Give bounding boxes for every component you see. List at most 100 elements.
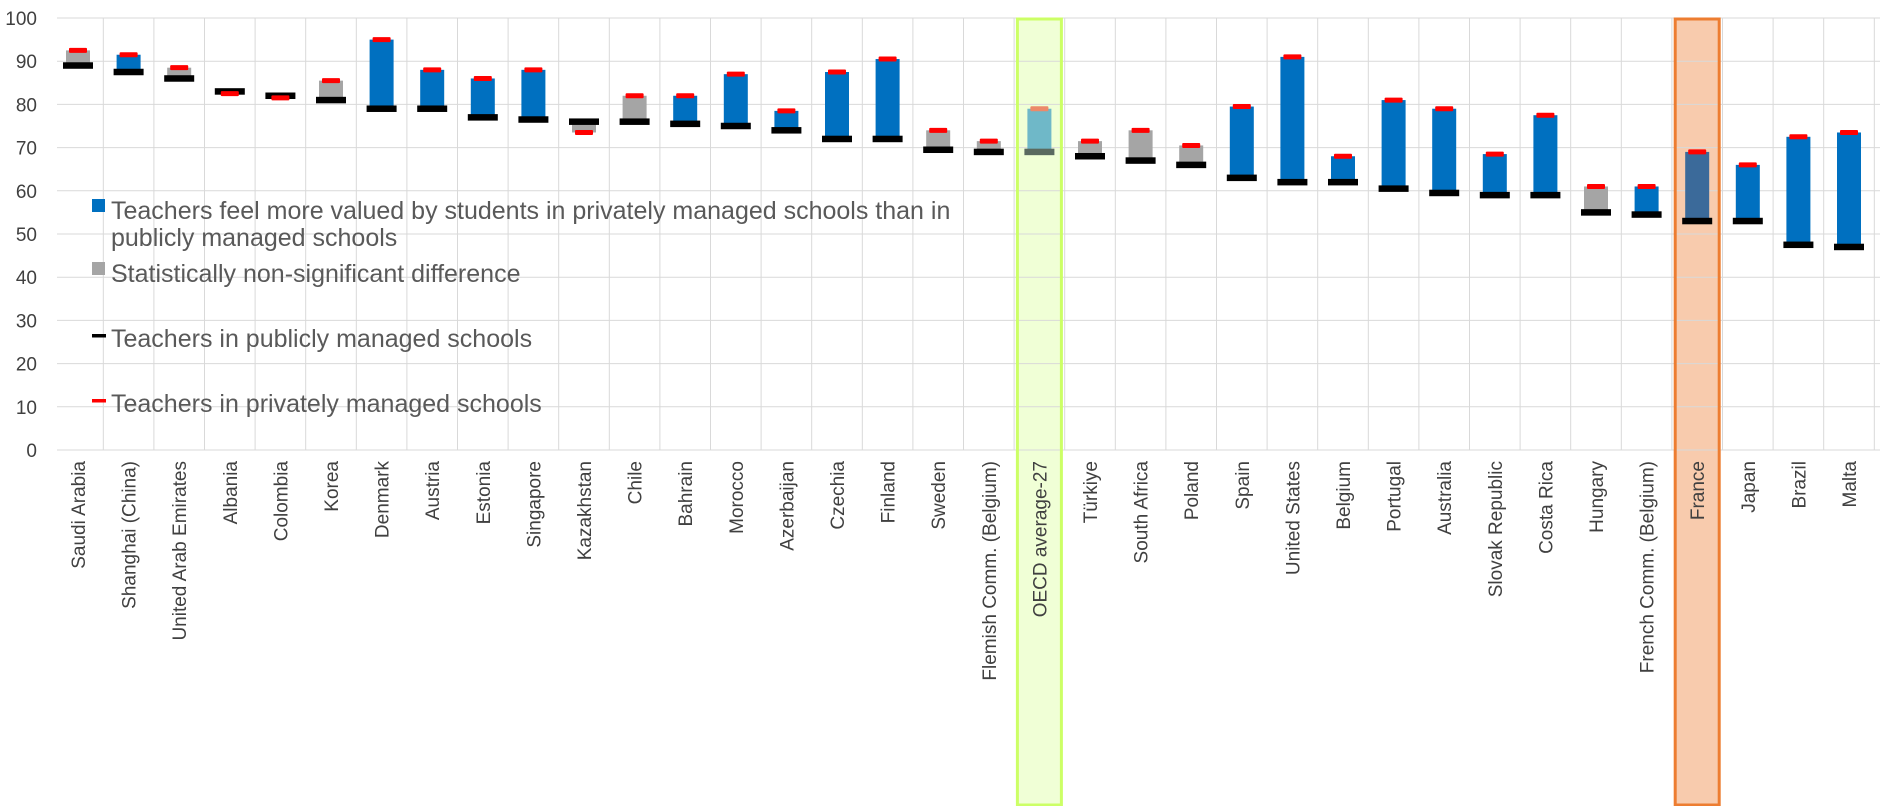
legend-dash-3 [92, 399, 106, 403]
public-marker-0 [63, 62, 93, 69]
public-marker-17 [923, 146, 954, 154]
private-marker-24 [1283, 54, 1302, 60]
bar-9 [521, 69, 546, 120]
public-marker-21 [1125, 157, 1156, 164]
private-marker-12 [676, 93, 695, 99]
public-marker-25 [1328, 178, 1358, 186]
bar-33 [1735, 164, 1760, 222]
bar-23 [1229, 106, 1254, 178]
x-tick-label: Denmark [373, 461, 394, 539]
bar-10 [572, 121, 596, 133]
bar-5 [319, 80, 343, 101]
y-tick-label: 100 [5, 9, 37, 30]
public-marker-32 [1682, 217, 1713, 225]
public-marker-23 [1226, 174, 1257, 182]
private-marker-13 [726, 71, 745, 77]
oecd-highlight-box-border [1015, 17, 1063, 806]
bar-29 [1533, 115, 1558, 196]
private-marker-9 [524, 67, 543, 73]
y-tick-label: 30 [16, 311, 37, 332]
legend: Teachers feel more valued by students in… [92, 197, 950, 418]
private-marker-33 [1738, 162, 1757, 168]
bar-17 [926, 130, 951, 150]
private-marker-18 [979, 138, 998, 144]
x-tick-label: Estonia [474, 461, 495, 525]
public-marker-7 [417, 105, 448, 112]
x-tick-label: France [1688, 461, 1709, 520]
bar-35 [1837, 132, 1861, 247]
x-tick-label: United States [1283, 461, 1304, 575]
private-marker-1 [119, 52, 138, 58]
private-marker-2 [170, 65, 189, 71]
x-tick-label: Shanghai (China) [120, 461, 141, 609]
private-marker-8 [473, 75, 492, 81]
private-marker-26 [1384, 97, 1403, 103]
public-marker-31 [1631, 211, 1662, 218]
public-marker-34 [1783, 241, 1814, 249]
bar-25 [1331, 156, 1355, 183]
private-marker-17 [929, 127, 948, 133]
x-tick-label: Portugal [1385, 461, 1406, 532]
private-marker-7 [423, 67, 442, 73]
y-tick-label: 10 [16, 398, 37, 419]
public-marker-8 [467, 114, 498, 121]
x-tick-label: Kazakhstan [575, 461, 596, 560]
bar-31 [1634, 186, 1659, 215]
private-marker-31 [1637, 183, 1656, 189]
private-marker-21 [1131, 127, 1150, 133]
private-marker-19 [1030, 106, 1049, 112]
private-marker-0 [69, 47, 87, 53]
legend-dash-2 [92, 334, 106, 338]
bar-8 [470, 78, 495, 118]
private-marker-3 [220, 91, 239, 97]
private-marker-10 [575, 129, 593, 135]
x-tick-label: Chile [626, 461, 647, 504]
private-marker-5 [322, 78, 340, 84]
public-marker-28 [1479, 191, 1510, 199]
x-tick-label: French Comm. (Belgium) [1638, 461, 1659, 673]
y-axis-ticks: 0 10 20 30 40 50 60 70 80 90 100 [5, 9, 37, 462]
bar-13 [723, 74, 748, 126]
bar-21 [1128, 130, 1153, 161]
y-tick-label: 60 [16, 182, 37, 203]
legend-label-1: Statistically non-significant difference [111, 260, 520, 288]
x-tick-label: Morocco [727, 461, 748, 534]
y-tick-label: 70 [16, 139, 37, 160]
legend-label-2: Teachers in publicly managed schools [111, 325, 532, 353]
bar-20 [1078, 141, 1102, 157]
bar-34 [1786, 136, 1811, 245]
highlight-borders [1015, 17, 1721, 806]
public-marker-1 [113, 68, 144, 76]
public-marker-24 [1277, 178, 1308, 186]
public-marker-18 [973, 148, 1004, 156]
private-marker-4 [271, 95, 290, 101]
x-tick-label: Slovak Republic [1486, 461, 1507, 597]
markers [63, 37, 1864, 251]
bar-1 [116, 54, 141, 72]
public-marker-12 [670, 120, 701, 128]
private-marker-34 [1789, 134, 1808, 140]
x-tick-label: Flemish Comm. (Belgium) [980, 461, 1001, 681]
x-tick-label: OECD average-27 [1030, 461, 1051, 617]
bar-30 [1584, 186, 1608, 213]
private-marker-35 [1840, 129, 1858, 135]
bar-15 [825, 72, 849, 139]
x-tick-label: Albania [221, 461, 242, 525]
legend-label-0: Teachers feel more valued by students in… [111, 197, 950, 225]
x-tick-label: South Africa [1132, 461, 1153, 564]
bar-14 [774, 110, 799, 131]
x-tick-label: Spain [1233, 461, 1254, 510]
x-tick-label: Japan [1739, 461, 1760, 513]
y-tick-label: 80 [16, 95, 37, 116]
france-highlight-box [1675, 19, 1720, 805]
public-marker-5 [316, 96, 346, 104]
y-tick-label: 20 [16, 355, 37, 376]
public-marker-26 [1378, 185, 1409, 192]
legend-swatch-1 [92, 262, 105, 275]
public-marker-9 [518, 116, 549, 123]
x-tick-label: Türkiye [1081, 461, 1102, 523]
x-tick-label: Brazil [1789, 461, 1810, 509]
bar-28 [1482, 154, 1507, 196]
public-marker-20 [1075, 152, 1105, 160]
